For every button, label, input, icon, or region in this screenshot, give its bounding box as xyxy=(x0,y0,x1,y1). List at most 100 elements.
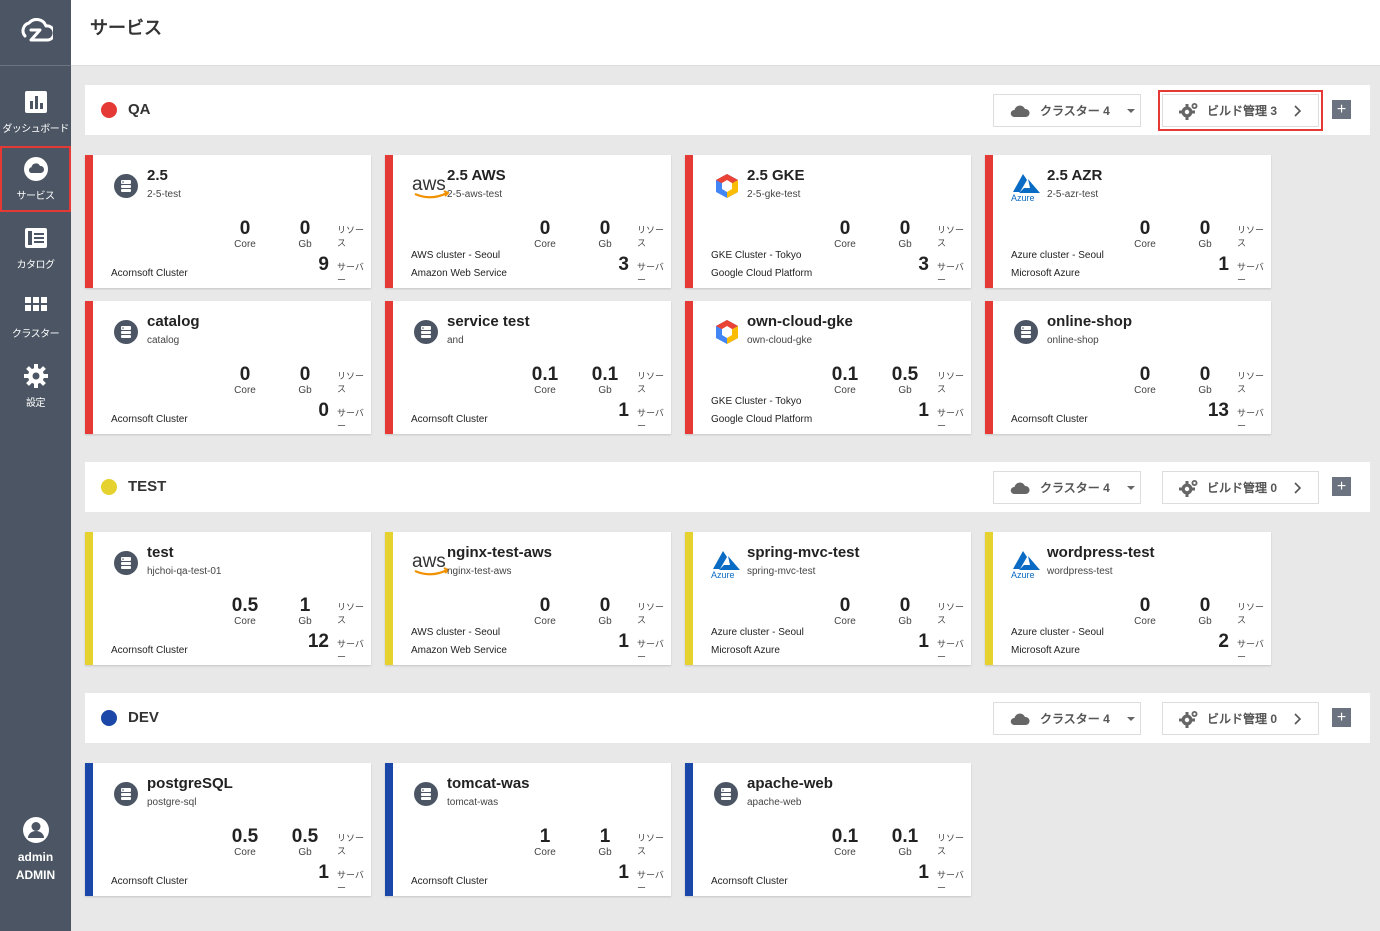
core-value: 0.1 xyxy=(831,364,859,385)
server-label: サーバー xyxy=(337,262,364,285)
service-card[interactable]: tomcat-was tomcat-was 1 Core 1 Gb リソース 1… xyxy=(385,763,671,896)
build-management-button[interactable]: ビルド管理 0 xyxy=(1162,471,1319,504)
core-value: 0 xyxy=(1139,218,1151,239)
service-icon xyxy=(111,317,157,347)
cluster-name: AWS cluster - Seoul xyxy=(411,627,501,638)
service-namespace: postgre-sql xyxy=(147,797,197,808)
service-name: 2.5 AZR xyxy=(1047,167,1103,184)
memory-unit: Gb xyxy=(298,385,312,396)
cluster-provider: Microsoft Azure xyxy=(711,645,780,656)
service-name: tomcat-was xyxy=(447,775,530,792)
service-namespace: online-shop xyxy=(1047,335,1099,346)
service-namespace: catalog xyxy=(147,335,180,346)
build-management-button[interactable]: ビルド管理 0 xyxy=(1162,702,1319,735)
core-stat: 0 Core xyxy=(221,365,269,397)
cluster-dropdown-button[interactable]: クラスター 4 xyxy=(993,702,1141,735)
core-unit: Core xyxy=(234,616,256,627)
service-name: wordpress-test xyxy=(1047,544,1155,561)
service-icon xyxy=(411,317,457,347)
add-service-button[interactable]: + xyxy=(1332,708,1351,727)
grid-icon xyxy=(24,297,47,311)
memory-stat: 0 Gb xyxy=(1181,365,1229,397)
logo[interactable] xyxy=(0,0,71,66)
sidebar-item-settings[interactable]: 設定 xyxy=(0,353,71,419)
resource-label: リソース xyxy=(1237,225,1265,248)
build-count-label: ビルド管理 3 xyxy=(1207,104,1278,118)
memory-stat: 1 Gb xyxy=(581,827,629,859)
memory-value: 0 xyxy=(1199,595,1211,616)
memory-stat: 0 Gb xyxy=(1181,596,1229,628)
core-stat: 0 Core xyxy=(521,596,569,628)
cluster-provider: Acornsoft Cluster xyxy=(111,876,188,887)
cluster-dropdown-button[interactable]: クラスター 4 xyxy=(993,94,1141,127)
service-card[interactable]: Azure wordpress-test wordpress-test 0 Co… xyxy=(985,532,1271,665)
core-value: 0 xyxy=(1139,364,1151,385)
service-card[interactable]: test hjchoi-qa-test-01 0.5 Core 1 Gb リソー… xyxy=(85,532,371,665)
core-value: 0 xyxy=(239,218,251,239)
sidebar-item-services[interactable]: サービス xyxy=(0,146,71,212)
memory-stat: 0 Gb xyxy=(281,219,329,251)
svg-text:aws: aws xyxy=(412,174,446,195)
add-service-button[interactable]: + xyxy=(1332,477,1351,496)
resource-label: リソース xyxy=(1237,371,1265,394)
group-color-dot xyxy=(101,710,117,726)
service-card[interactable]: own-cloud-gke own-cloud-gke 0.1 Core 0.5… xyxy=(685,301,971,434)
service-card[interactable]: service test and 0.1 Core 0.1 Gb リソース 1 … xyxy=(385,301,671,434)
build-management-button[interactable]: ビルド管理 3 xyxy=(1158,90,1323,131)
memory-unit: Gb xyxy=(898,616,912,627)
memory-value: 0.1 xyxy=(891,826,919,847)
service-card[interactable]: aws 2.5 AWS 2-5-aws-test 0 Core 0 Gb リソー… xyxy=(385,155,671,288)
server-label: サーバー xyxy=(337,408,364,431)
server-label: サーバー xyxy=(337,870,364,893)
service-card[interactable]: 2.5 GKE 2-5-gke-test 0 Core 0 Gb リソース 3 … xyxy=(685,155,971,288)
sidebar-item-dashboard[interactable]: ダッシュボード xyxy=(0,79,71,145)
core-unit: Core xyxy=(834,239,856,250)
sidebar-item-label: サービス xyxy=(16,191,56,202)
server-label: サーバー xyxy=(637,262,664,285)
service-card[interactable]: postgreSQL postgre-sql 0.5 Core 0.5 Gb リ… xyxy=(85,763,371,896)
sidebar-item-catalog[interactable]: カタログ xyxy=(0,215,71,281)
cluster-dropdown-button[interactable]: クラスター 4 xyxy=(993,471,1141,504)
server-count: 1 xyxy=(618,862,629,883)
service-card[interactable]: catalog catalog 0 Core 0 Gb リソース 0 サーバー … xyxy=(85,301,371,434)
add-service-button[interactable]: + xyxy=(1332,100,1351,119)
server-count: 1 xyxy=(918,400,929,421)
service-card[interactable]: Azure spring-mvc-test spring-mvc-test 0 … xyxy=(685,532,971,665)
server-count: 1 xyxy=(618,631,629,652)
memory-value: 0 xyxy=(599,218,611,239)
cluster-count-label: クラスター 4 xyxy=(1040,481,1110,495)
service-card[interactable]: Azure 2.5 AZR 2-5-azr-test 0 Core 0 Gb リ… xyxy=(985,155,1271,288)
server-label: サーバー xyxy=(337,639,364,662)
user-profile[interactable]: admin ADMIN xyxy=(0,816,71,882)
gear-icon xyxy=(1179,710,1198,728)
cluster-provider: Acornsoft Cluster xyxy=(111,414,188,425)
core-value: 0.1 xyxy=(831,826,859,847)
gear-icon xyxy=(1179,479,1198,497)
caret-down-icon xyxy=(1126,485,1135,490)
core-unit: Core xyxy=(534,847,556,858)
resource-label: リソース xyxy=(937,371,965,394)
server-count: 12 xyxy=(307,631,329,652)
svg-text:Azure: Azure xyxy=(1011,193,1035,201)
service-card[interactable]: aws nginx-test-aws nginx-test-aws 0 Core… xyxy=(385,532,671,665)
memory-value: 0.1 xyxy=(591,364,619,385)
cluster-name: GKE Cluster - Tokyo xyxy=(711,396,802,407)
core-unit: Core xyxy=(534,385,556,396)
service-card[interactable]: 2.5 2-5-test 0 Core 0 Gb リソース 9 サーバー Aco… xyxy=(85,155,371,288)
service-card[interactable]: online-shop online-shop 0 Core 0 Gb リソース… xyxy=(985,301,1271,434)
memory-unit: Gb xyxy=(1198,239,1212,250)
resource-label: リソース xyxy=(637,371,665,394)
sidebar-item-clusters[interactable]: クラスター xyxy=(0,284,71,350)
memory-stat: 1 Gb xyxy=(281,596,329,628)
gke-icon xyxy=(711,171,757,201)
server-count: 0 xyxy=(318,400,329,421)
azure-icon: Azure xyxy=(711,548,757,580)
resource-label: リソース xyxy=(937,602,965,625)
core-unit: Core xyxy=(1134,239,1156,250)
core-value: 0 xyxy=(1139,595,1151,616)
service-card[interactable]: apache-web apache-web 0.1 Core 0.1 Gb リソ… xyxy=(685,763,971,896)
cluster-provider: Acornsoft Cluster xyxy=(711,876,788,887)
memory-value: 0 xyxy=(299,218,311,239)
server-label: サーバー xyxy=(937,262,964,285)
core-stat: 1 Core xyxy=(521,827,569,859)
